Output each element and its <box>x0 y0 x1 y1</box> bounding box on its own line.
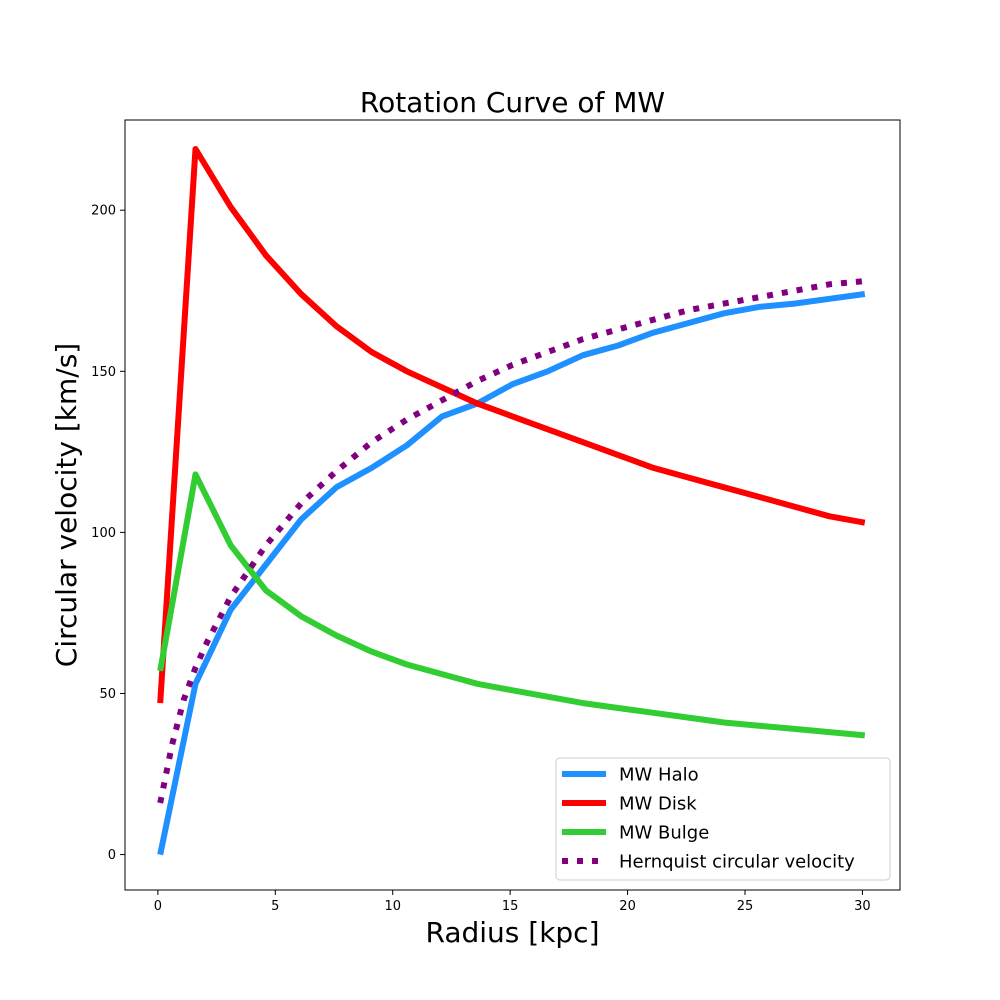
x-tick-label: 5 <box>271 899 279 914</box>
y-tick-label: 150 <box>91 365 116 380</box>
x-tick-label: 25 <box>737 899 754 914</box>
x-tick-label: 10 <box>384 899 401 914</box>
x-tick-label: 0 <box>154 899 162 914</box>
x-tick-label: 20 <box>619 899 636 914</box>
y-axis: 0 50 100 150 200 <box>91 204 125 863</box>
x-tick-label: 15 <box>502 899 519 914</box>
legend-box <box>555 757 891 881</box>
series-layer <box>157 146 866 856</box>
y-tick-label: 100 <box>91 526 116 541</box>
series-line-mw-halo <box>157 291 866 856</box>
y-tick-label: 50 <box>99 687 116 702</box>
x-tick-label: 30 <box>854 899 871 914</box>
plot-area <box>157 146 866 856</box>
chart-title: Rotation Curve of MW <box>360 86 665 119</box>
legend: MW Halo MW Disk MW Bulge Hernquist circular… <box>555 757 891 881</box>
legend-label: MW Disk <box>619 794 697 815</box>
legend-label: MW Halo <box>619 765 699 786</box>
y-axis-label: Circular velocity [km/s] <box>50 343 83 667</box>
series-line-mw-disk <box>157 146 866 704</box>
x-axis-label: Radius [kpc] <box>425 916 599 949</box>
y-tick-label: 200 <box>91 204 116 219</box>
legend-label: Hernquist circular velocity <box>619 852 855 873</box>
x-axis: 0 5 10 15 20 25 30 <box>154 890 871 914</box>
y-tick-label: 0 <box>108 848 116 863</box>
legend-label: MW Bulge <box>619 823 709 844</box>
series-line-mw-bulge <box>157 471 866 739</box>
plot-frame <box>124 119 901 891</box>
